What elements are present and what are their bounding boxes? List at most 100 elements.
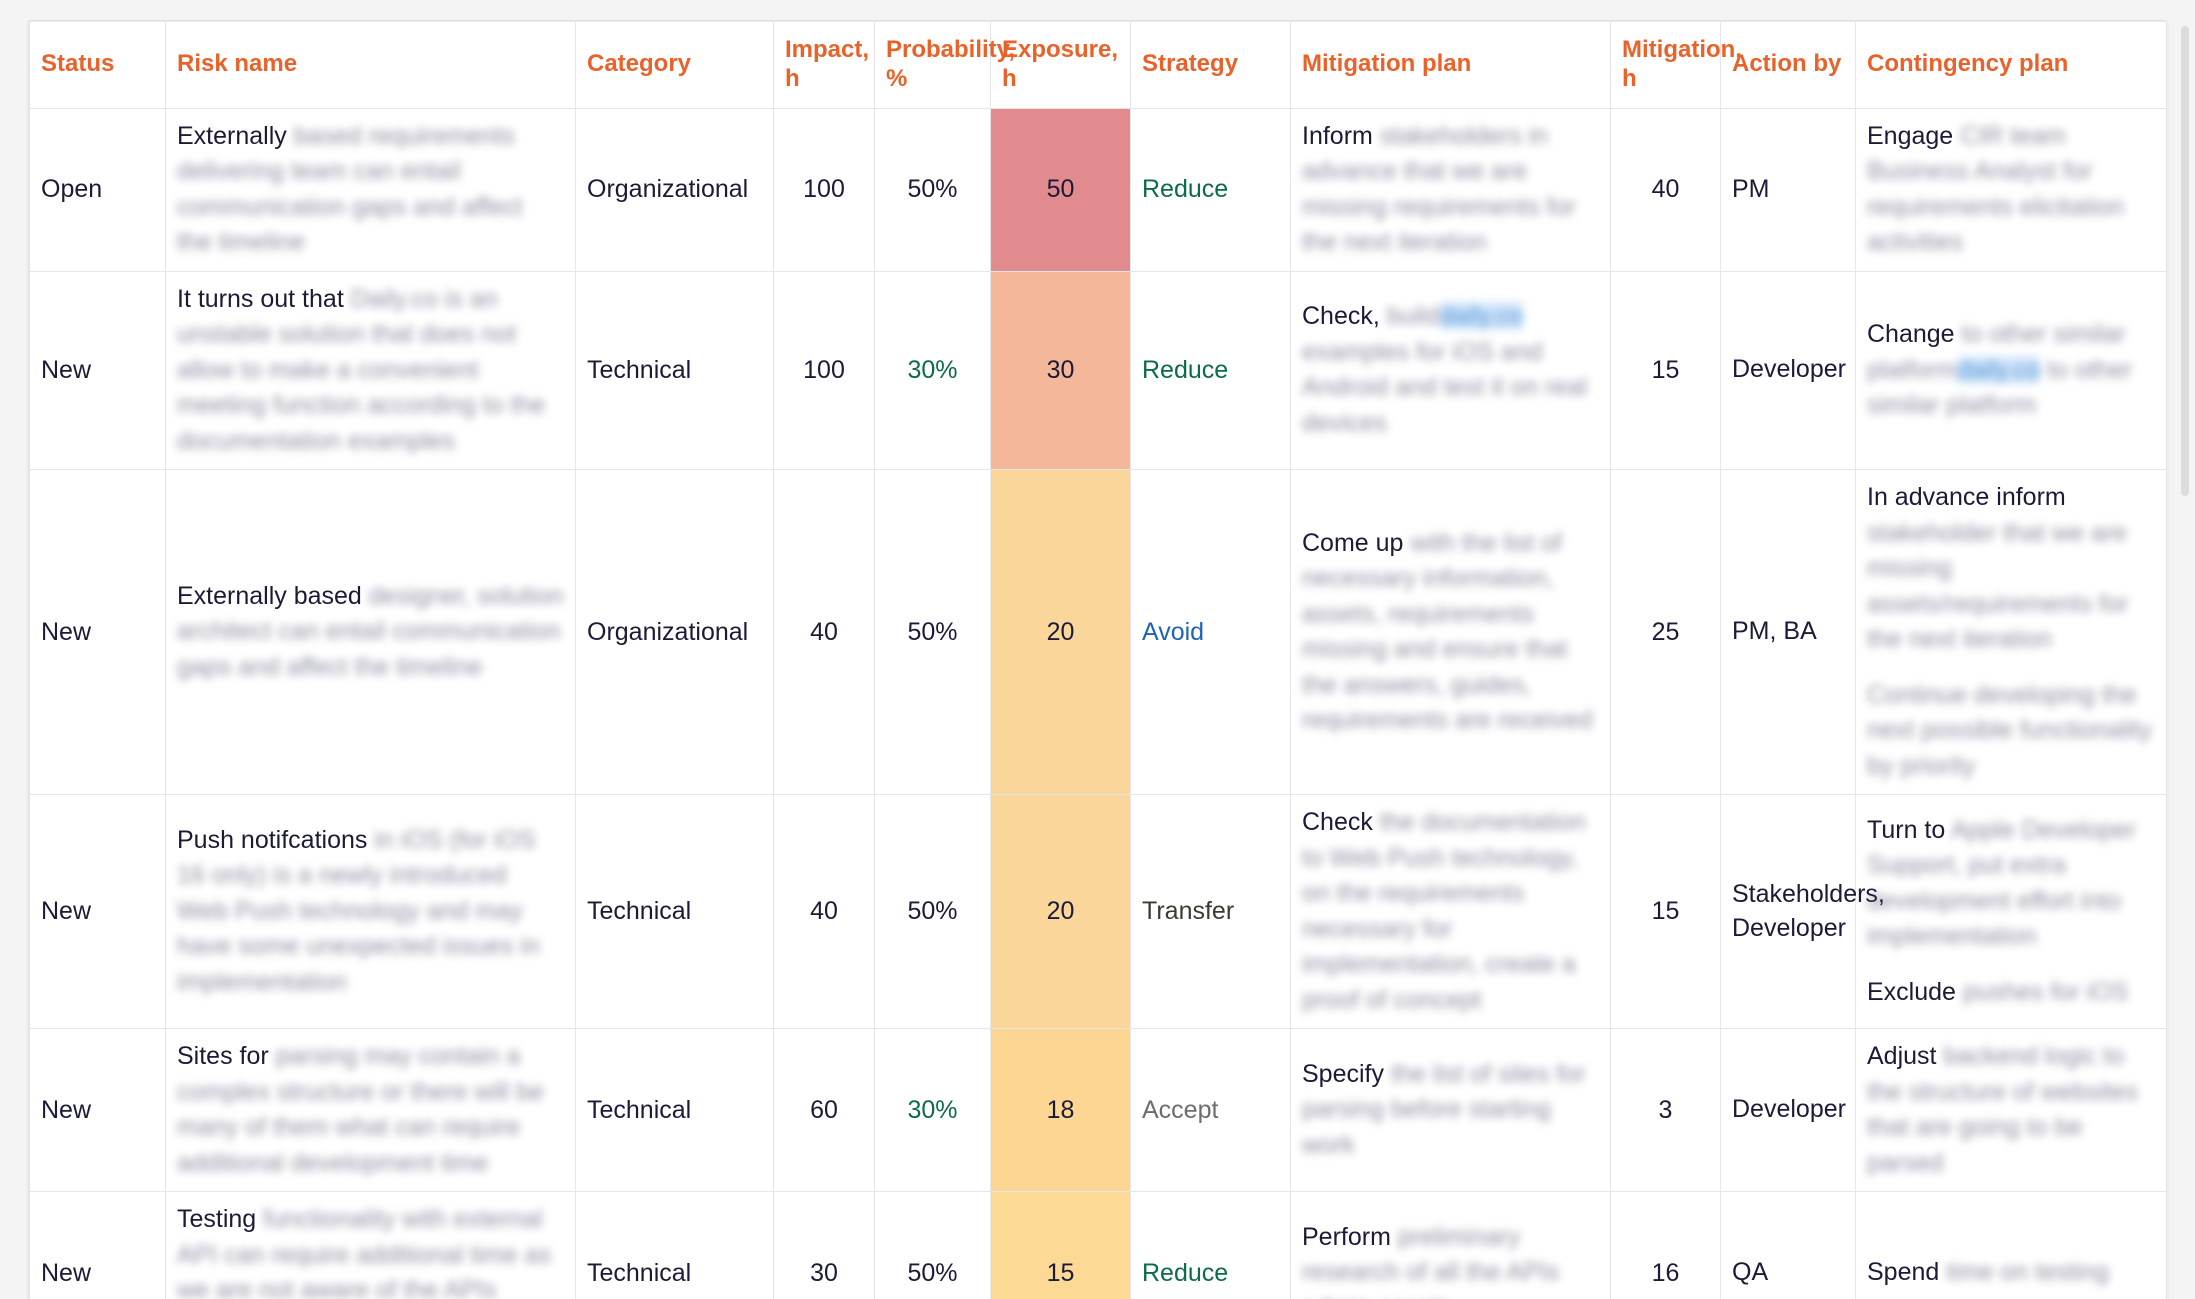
redacted-text: examples for iOS and Android and test it… (1302, 337, 1587, 437)
cell-strategy: Avoid (1130, 469, 1291, 796)
redacted-text: Apple Developer Support, put extra devel… (1867, 815, 2136, 951)
visible-text: Change (1867, 320, 1955, 349)
table-header-row: Status Risk name Category Impact, h Prob… (29, 21, 2166, 109)
visible-text: Specify (1302, 1059, 1384, 1088)
cell-category: Technical (575, 794, 774, 1030)
table-row: New Testing functionality with external A… (29, 1191, 2166, 1299)
column-header-mitigation-plan[interactable]: Mitigation plan (1290, 21, 1611, 109)
redacted-link[interactable]: daily.co (1957, 355, 2041, 384)
cell-action-by: Stakeholders, Developer (1720, 794, 1885, 1030)
cell-category: Organizational (575, 107, 774, 272)
redacted-text: the documentation to Web Push technology… (1302, 808, 1586, 1014)
cell-strategy: Reduce (1130, 270, 1291, 471)
visible-text: Sites for (177, 1042, 269, 1071)
table-header: Status Risk name Category Impact, h Prob… (29, 21, 2166, 109)
cell-mitigation-plan: Specify the list of sites for parsing be… (1290, 1028, 1611, 1193)
cell-contingency-plan: In advance inform stakeholder that we ar… (1855, 469, 2166, 796)
cell-mitigation-plan: Come up with the list of necessary infor… (1290, 469, 1611, 796)
visible-text: Adjust (1867, 1042, 1937, 1071)
redacted-text: time on testing (1946, 1258, 2109, 1287)
redacted-text: build (1386, 302, 1440, 331)
cell-mitigation-plan: Inform stakeholders in advance that we a… (1290, 107, 1611, 272)
column-header-action-by[interactable]: Action by (1720, 21, 1856, 109)
visible-text: In advance inform (1867, 483, 2066, 512)
visible-text: Perform (1302, 1222, 1391, 1251)
column-header-impact[interactable]: Impact, h (773, 21, 875, 109)
cell-mitigation-hours: 3 (1610, 1028, 1721, 1193)
redacted-text: in iOS (for iOS 16 only) is a newly intr… (177, 825, 540, 996)
column-header-category[interactable]: Category (575, 21, 774, 109)
cell-strategy: Transfer (1130, 794, 1291, 1030)
cell-category: Technical (575, 270, 774, 471)
cell-risk-name: It turns out that Daily.co is an unstabl… (165, 270, 576, 471)
redacted-text: stakeholders in advance that we are miss… (1302, 121, 1576, 257)
redacted-text: pushes for iOS (1962, 977, 2129, 1006)
cell-impact: 30 (773, 1191, 875, 1299)
cell-strategy: Accept (1130, 1028, 1291, 1193)
cell-exposure: 30 (990, 270, 1131, 471)
redacted-text: Continue developing the next possible fu… (1867, 680, 2152, 780)
redacted-text: to other similar platform (1867, 355, 2132, 420)
redacted-link[interactable]: daily.co (1439, 302, 1523, 331)
table-row: New Externally based designer, solution a… (29, 469, 2166, 796)
cell-risk-name: Externally based designer, solution arch… (165, 469, 576, 796)
visible-text: Push notifcations (177, 825, 368, 854)
cell-category: Technical (575, 1028, 774, 1193)
column-header-strategy[interactable]: Strategy (1130, 21, 1291, 109)
cell-risk-name: Push notifcations in iOS (for iOS 16 onl… (165, 794, 576, 1030)
cell-status: New (29, 1028, 166, 1193)
cell-probability: 50% (874, 107, 991, 272)
visible-text: Exclude (1867, 977, 1956, 1006)
table-body: Open Externally based requirements delive… (29, 107, 2166, 1299)
redacted-text: Daily.co is an unstable solution that do… (177, 284, 546, 455)
cell-exposure: 20 (990, 794, 1131, 1030)
cell-mitigation-hours: 15 (1610, 794, 1721, 1030)
cell-status: Open (29, 107, 166, 272)
column-header-status[interactable]: Status (29, 21, 166, 109)
cell-contingency-plan: Adjust backend logic to the structure of… (1855, 1028, 2166, 1193)
redacted-text: preliminary research of all the APIs adm… (1302, 1222, 1560, 1299)
cell-status: New (29, 469, 166, 796)
cell-strategy: Reduce (1130, 1191, 1291, 1299)
cell-risk-name: Testing functionality with external API … (165, 1191, 576, 1299)
cell-action-by: PM, BA (1720, 469, 1856, 796)
cell-contingency-plan: Engage CIR team Business Analyst for req… (1855, 107, 2166, 272)
visible-text: Spend (1867, 1258, 1940, 1287)
column-header-mitigation-hours[interactable]: Mitigation, h (1610, 21, 1742, 109)
column-header-risk-name[interactable]: Risk name (165, 21, 576, 109)
cell-probability: 50% (874, 469, 991, 796)
cell-mitigation-hours: 25 (1610, 469, 1721, 796)
cell-action-by: Developer (1720, 1028, 1856, 1193)
column-header-probability[interactable]: Probability, % (874, 21, 1015, 109)
column-header-contingency-plan[interactable]: Contingency plan (1855, 21, 2166, 109)
cell-action-by: PM (1720, 107, 1856, 272)
visible-text: Testing (177, 1205, 257, 1234)
visible-text: Turn to (1867, 815, 1946, 844)
cell-contingency-plan: Turn to Apple Developer Support, put ext… (1855, 794, 2166, 1030)
vertical-scrollbar[interactable] (2181, 26, 2189, 1241)
redacted-text: backend logic to the structure of websit… (1867, 1042, 2138, 1177)
visible-text: It turns out that (177, 284, 344, 313)
redacted-text: stakeholder that we are missing assets/r… (1867, 518, 2129, 654)
column-header-exposure[interactable]: Exposure, h (990, 21, 1131, 109)
redacted-text: functionality with external API can requ… (177, 1205, 551, 1299)
table-row: New Sites for parsing may contain a compl… (29, 1028, 2166, 1193)
cell-exposure: 15 (990, 1191, 1131, 1299)
redacted-text: CIR team Business Analyst for requiremen… (1867, 121, 2125, 257)
cell-status: New (29, 794, 166, 1030)
scrollbar-thumb[interactable] (2181, 26, 2189, 496)
cell-exposure: 50 (990, 107, 1131, 272)
cell-mitigation-plan: Check, builddaily.co examples for iOS an… (1290, 270, 1611, 471)
cell-mitigation-plan: Perform preliminary research of all the … (1290, 1191, 1611, 1299)
cell-exposure: 20 (990, 469, 1131, 796)
cell-mitigation-hours: 40 (1610, 107, 1721, 272)
visible-text: Externally based (177, 581, 362, 610)
table-row: New It turns out that Daily.co is an unst… (29, 270, 2166, 471)
cell-impact: 40 (773, 469, 875, 796)
visible-text: Externally (177, 121, 287, 150)
cell-probability: 30% (874, 270, 991, 471)
cell-status: New (29, 1191, 166, 1299)
cell-risk-name: Sites for parsing may contain a complex … (165, 1028, 576, 1193)
cell-action-by: Developer (1720, 270, 1856, 471)
cell-category: Organizational (575, 469, 774, 796)
